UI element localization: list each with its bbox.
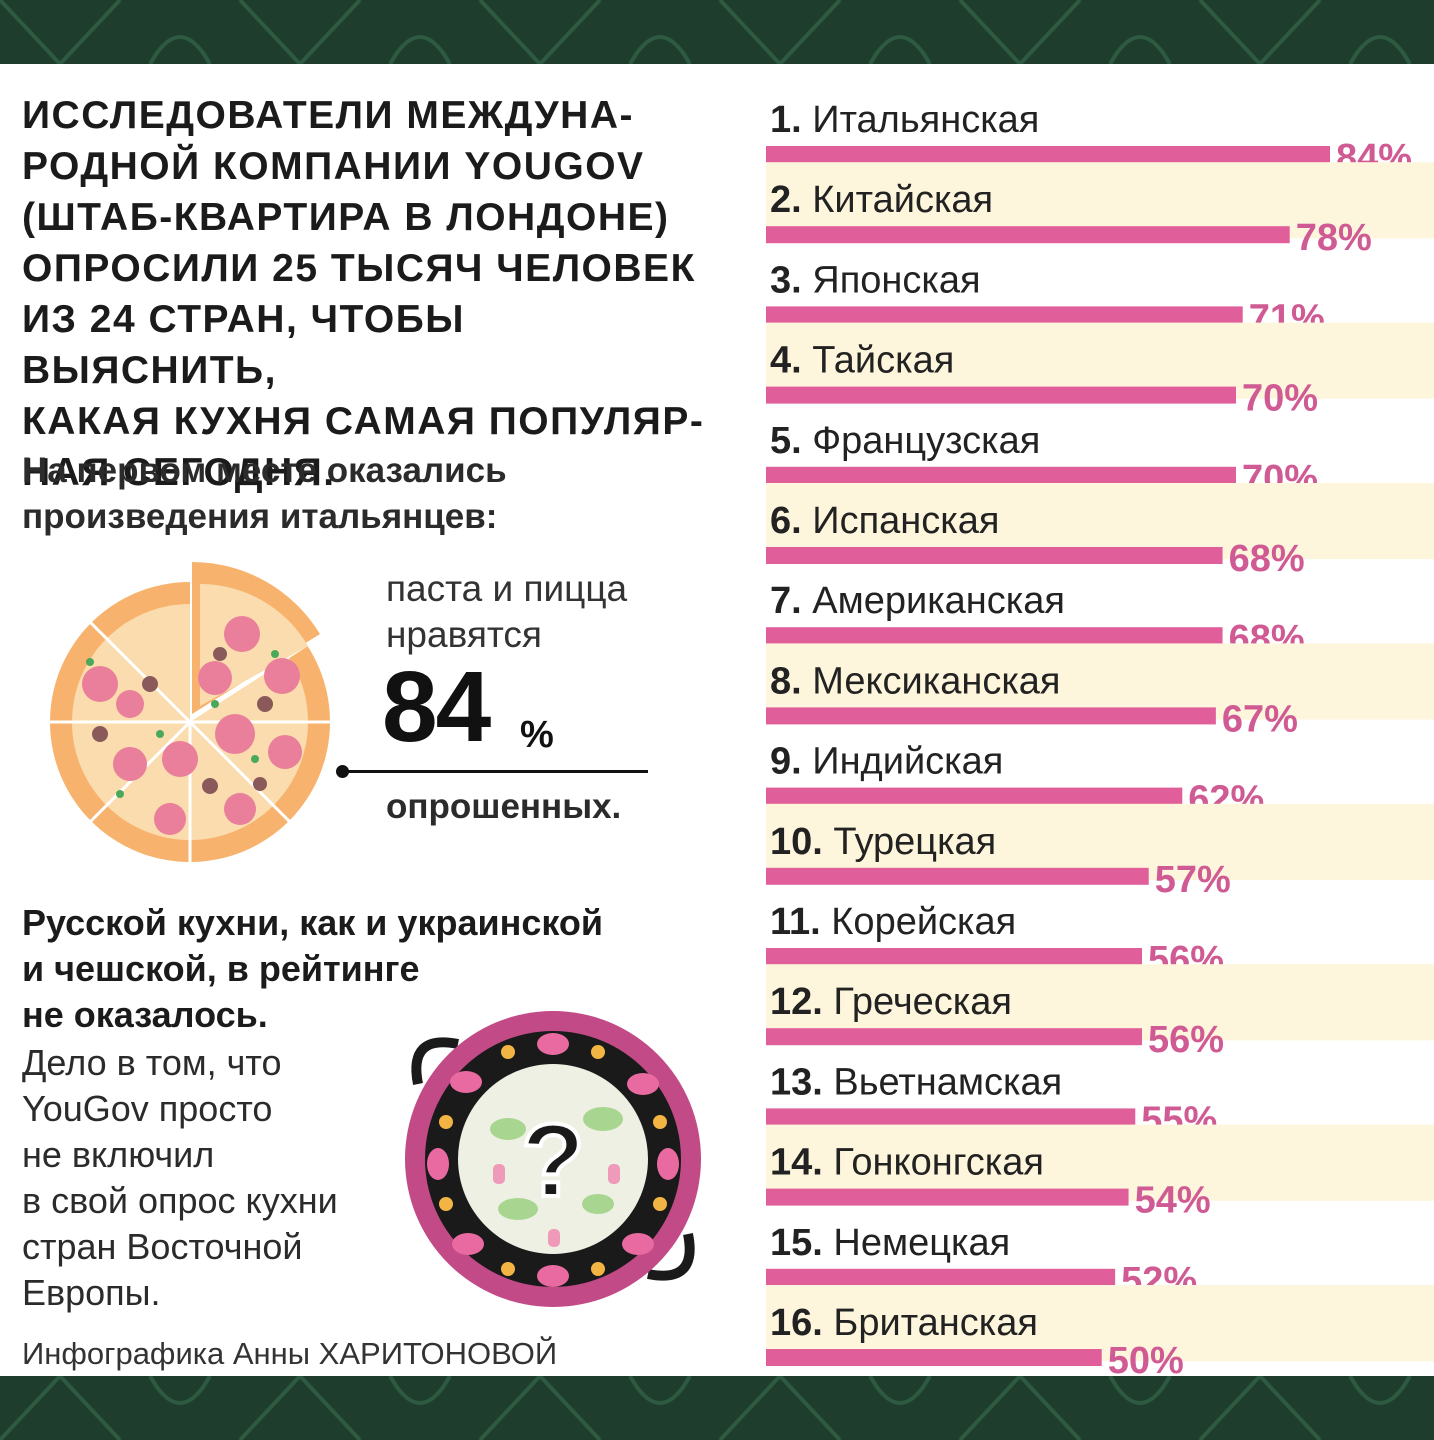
credit-line: Инфографика Анны ХАРИТОНОВОЙ	[22, 1336, 558, 1371]
rank-number: 12.	[770, 981, 833, 1023]
rank-number: 1.	[770, 99, 812, 141]
bar	[766, 146, 1330, 163]
value-label: 68%	[1229, 538, 1305, 580]
cuisine-name: Индийская	[812, 741, 1003, 783]
bar	[766, 1188, 1129, 1206]
category-label: 14. Гонконгская	[770, 1142, 1044, 1184]
bar	[766, 386, 1236, 404]
decorative-bottom-band	[0, 1376, 1434, 1440]
bar	[766, 226, 1290, 244]
cuisine-name: Греческая	[833, 981, 1012, 1023]
infographic-panel: ИССЛЕДОВАТЕЛИ МЕЖДУНА- РОДНОЙ КОМПАНИИ Y…	[0, 64, 1434, 1376]
value-label: 50%	[1108, 1340, 1184, 1376]
bar	[766, 707, 1216, 725]
rank-number: 16.	[770, 1302, 833, 1344]
question-mark: ?	[521, 1103, 585, 1219]
category-label: 16. Британская	[770, 1302, 1038, 1344]
soup-pot-icon: ?	[405, 1011, 701, 1307]
survey-explanation: Дело в том, что YouGov просто не включил…	[22, 1042, 338, 1313]
category-label: 12. Греческая	[770, 981, 1012, 1023]
intro-headline: ИССЛЕДОВАТЕЛИ МЕЖДУНА- РОДНОЙ КОМПАНИИ Y…	[22, 94, 705, 494]
rank-number: 8.	[770, 660, 812, 702]
leaf-pattern-icon	[0, 0, 1412, 64]
row-stripe	[766, 322, 1434, 399]
stat-lead-text: паста и пицца нравятся	[386, 568, 628, 655]
bar	[766, 1108, 1136, 1126]
rank-number: 13.	[770, 1061, 833, 1103]
stat-tail-text: опрошенных.	[386, 787, 622, 826]
category-label: 9. Индийская	[770, 741, 1003, 783]
bar	[766, 1349, 1102, 1366]
rank-number: 2.	[770, 179, 812, 221]
row-stripe	[766, 643, 1434, 720]
rank-number: 9.	[770, 741, 812, 783]
category-label: 4. Тайская	[770, 340, 954, 382]
russian-cuisine-note: Русской кухни, как и украинской и чешско…	[22, 902, 604, 1035]
bar	[766, 547, 1223, 564]
bar	[766, 948, 1142, 965]
rank-number: 15.	[770, 1222, 833, 1264]
cuisine-name: Гонконгская	[833, 1142, 1044, 1184]
category-label: 5. Французская	[770, 420, 1040, 462]
cuisine-name: Испанская	[812, 500, 999, 542]
category-label: 3. Японская	[770, 259, 981, 301]
category-label: 8. Мексиканская	[770, 660, 1061, 702]
bar	[766, 1268, 1116, 1286]
stat-divider	[342, 770, 648, 773]
cuisine-name: Мексиканская	[812, 660, 1060, 702]
rank-number: 4.	[770, 340, 812, 382]
row-stripe	[766, 1285, 1434, 1362]
row-stripe	[766, 483, 1434, 560]
category-label: 11. Корейская	[770, 901, 1016, 943]
cuisine-name: Итальянская	[812, 99, 1039, 141]
cuisine-name: Американская	[812, 580, 1065, 622]
pizza-icon	[50, 562, 330, 862]
row-stripe	[766, 803, 1434, 880]
cuisine-name: Корейская	[831, 901, 1016, 943]
category-label: 7. Американская	[770, 580, 1065, 622]
value-label: 67%	[1222, 698, 1298, 740]
value-label: 56%	[1148, 1019, 1224, 1061]
value-label: 57%	[1155, 859, 1231, 901]
rank-number: 10.	[770, 821, 833, 863]
rank-number: 7.	[770, 580, 812, 622]
rank-number: 6.	[770, 500, 812, 542]
category-label: 15. Немецкая	[770, 1222, 1010, 1264]
cuisine-name: Турецкая	[833, 821, 996, 863]
cuisine-name: Вьетнамская	[833, 1061, 1062, 1103]
rank-number: 14.	[770, 1142, 833, 1184]
decorative-top-band	[0, 0, 1434, 64]
category-label: 1. Итальянская	[770, 99, 1039, 141]
cuisine-name: Французская	[812, 420, 1040, 462]
cuisine-name: Немецкая	[833, 1222, 1010, 1264]
category-label: 2. Китайская	[770, 179, 993, 221]
value-label: 70%	[1242, 378, 1318, 420]
bar	[766, 306, 1243, 324]
bar	[766, 466, 1236, 484]
bar	[766, 627, 1223, 645]
value-label: 78%	[1296, 217, 1372, 259]
category-label: 6. Испанская	[770, 500, 999, 542]
row-stripe	[766, 162, 1434, 239]
rank-number: 3.	[770, 259, 812, 301]
rank-number: 11.	[770, 901, 831, 943]
row-stripe	[766, 1124, 1434, 1201]
leaf-pattern-icon	[0, 1376, 1412, 1440]
cuisine-name: Китайская	[812, 179, 993, 221]
stat-unit: %	[520, 714, 554, 756]
cuisine-name: Тайская	[812, 340, 954, 382]
rank-number: 5.	[770, 420, 812, 462]
value-label: 54%	[1135, 1180, 1211, 1222]
row-stripe	[766, 964, 1434, 1041]
bar	[766, 1028, 1142, 1046]
category-label: 13. Вьетнамская	[770, 1061, 1062, 1103]
bar	[766, 867, 1149, 885]
stat-number: 84	[382, 651, 491, 763]
bar	[766, 787, 1183, 805]
cuisine-name: Японская	[812, 259, 980, 301]
cuisine-name: Британская	[833, 1302, 1038, 1344]
first-place-text: На первом месте оказались произведения и…	[22, 451, 507, 536]
category-label: 10. Турецкая	[770, 821, 996, 863]
